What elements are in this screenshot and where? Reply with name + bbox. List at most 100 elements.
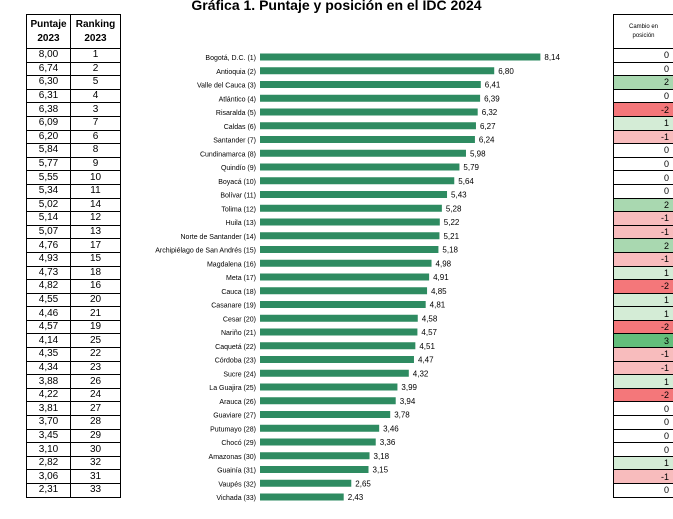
- bar: [260, 273, 430, 281]
- position-change-cell: 0: [613, 143, 673, 158]
- category-label: Quindío (9): [221, 165, 256, 172]
- data-label: 4,32: [413, 369, 429, 378]
- table-row: 0: [613, 48, 673, 63]
- rank-2023-cell: 2: [70, 61, 121, 77]
- rank-2023-cell: 11: [70, 183, 121, 199]
- position-change-cell: -2: [613, 387, 673, 403]
- table-row: 0: [613, 170, 673, 185]
- data-label: 4,57: [421, 328, 437, 337]
- rank-2023-cell: 7: [70, 115, 121, 131]
- category-label: Tolima (12): [221, 206, 256, 213]
- bar: [260, 232, 440, 240]
- position-change-cell: 1: [613, 306, 673, 321]
- table-row: 5,34 11: [26, 183, 121, 199]
- table-row: 1: [613, 115, 673, 131]
- position-change-cell: -2: [613, 102, 673, 117]
- bar: [260, 177, 455, 185]
- score-2023-cell: 4,55: [26, 292, 71, 308]
- score-ranking-table: Puntaje 2023 Ranking 2023 8,00 1 6,74 2 6,30…: [26, 14, 121, 498]
- data-label: 3,46: [383, 424, 399, 433]
- score-2023-cell: 5,02: [26, 197, 71, 213]
- bar: [260, 191, 448, 198]
- position-change-cell: -2: [613, 279, 673, 294]
- bar: [260, 67, 495, 75]
- table-row: 0: [613, 483, 673, 498]
- data-label: 2,43: [348, 493, 364, 502]
- table-row: 5,55 10: [26, 170, 121, 185]
- rank-2023-cell: 13: [70, 224, 121, 240]
- table-row: 0: [613, 88, 673, 104]
- rank-2023-cell: 6: [70, 129, 121, 145]
- data-label: 5,21: [443, 232, 459, 241]
- table-row: 6,20 6: [26, 129, 121, 145]
- score-2023-cell: 3,88: [26, 374, 71, 389]
- rank-2023-cell: 3: [70, 102, 121, 117]
- score-2023-cell: 4,46: [26, 306, 71, 321]
- position-change-cell: 0: [613, 483, 673, 498]
- rank-2023-cell: 30: [70, 442, 121, 457]
- score-2023-cell: 3,45: [26, 428, 71, 444]
- category-label: Bolívar (11): [220, 193, 256, 200]
- position-change-cell: -1: [613, 251, 673, 267]
- position-change-cell: 0: [613, 415, 673, 430]
- table-row: 4,35 22: [26, 347, 121, 362]
- category-label: Caquetá (22): [215, 344, 256, 351]
- position-change-cell: -2: [613, 319, 673, 335]
- category-label: Santander (7): [213, 138, 256, 145]
- table-row: 6,09 7: [26, 115, 121, 131]
- rank-2023-cell: 23: [70, 360, 121, 376]
- position-change-cell: 2: [613, 197, 673, 213]
- category-label: Chocó (29): [221, 440, 256, 447]
- category-label: Arauca (26): [219, 399, 256, 406]
- bar: [260, 383, 398, 391]
- score-2023-cell: 5,84: [26, 143, 71, 158]
- data-label: 4,85: [431, 287, 447, 296]
- bar: [260, 452, 370, 460]
- position-change-cell: 0: [613, 156, 673, 172]
- category-label: Norte de Santander (14): [181, 234, 257, 241]
- table-row: -2: [613, 102, 673, 117]
- table-row: 1: [613, 265, 673, 281]
- category-label: Huila (13): [226, 220, 256, 227]
- score-2023-cell: 6,74: [26, 61, 71, 77]
- category-label: Cundinamarca (8): [200, 151, 256, 158]
- rank-column-header: Ranking 2023: [70, 14, 121, 49]
- score-2023-cell: 4,57: [26, 319, 71, 335]
- table-row: 5,07 13: [26, 224, 121, 240]
- position-change-cell: 0: [613, 61, 673, 77]
- table-row: -1: [613, 211, 673, 226]
- rank-2023-cell: 8: [70, 143, 121, 158]
- score-2023-cell: 3,81: [26, 401, 71, 417]
- table-row: 1: [613, 374, 673, 389]
- bar-chart: Bogotá, D.C. (1) 8,14 Antioquia (2) 6,80 Val…: [155, 53, 560, 502]
- table-row: 0: [613, 183, 673, 199]
- score-2023-cell: 5,14: [26, 211, 71, 226]
- category-label: Atlántico (4): [219, 96, 256, 103]
- bar: [260, 493, 344, 501]
- bar: [260, 424, 380, 432]
- position-change-cell: 1: [613, 292, 673, 308]
- data-label: 5,18: [442, 246, 458, 255]
- rank-2023-cell: 21: [70, 306, 121, 321]
- rank-2023-cell: 19: [70, 319, 121, 335]
- table-row: 2,31 33: [26, 483, 121, 498]
- data-label: 8,14: [544, 53, 560, 62]
- rank-2023-cell: 5: [70, 75, 121, 90]
- rank-2023-cell: 1: [70, 48, 121, 63]
- data-label: 6,41: [485, 81, 501, 90]
- score-2023-cell: 4,35: [26, 347, 71, 362]
- table-row: 0: [613, 156, 673, 172]
- data-label: 5,79: [463, 163, 479, 172]
- table-row: 3,10 30: [26, 442, 121, 457]
- bar: [260, 204, 442, 212]
- bar: [260, 328, 418, 336]
- table-row: 1: [613, 292, 673, 308]
- change-header-line2: posición: [632, 32, 655, 39]
- data-label: 2,65: [355, 479, 371, 488]
- change-column-header: Cambio en posición: [613, 14, 673, 49]
- rank-2023-cell: 33: [70, 483, 121, 498]
- position-change-cell: -1: [613, 469, 673, 484]
- score-header-line1: Puntaje: [30, 18, 67, 30]
- table-row: 0: [613, 415, 673, 430]
- bar: [260, 466, 369, 473]
